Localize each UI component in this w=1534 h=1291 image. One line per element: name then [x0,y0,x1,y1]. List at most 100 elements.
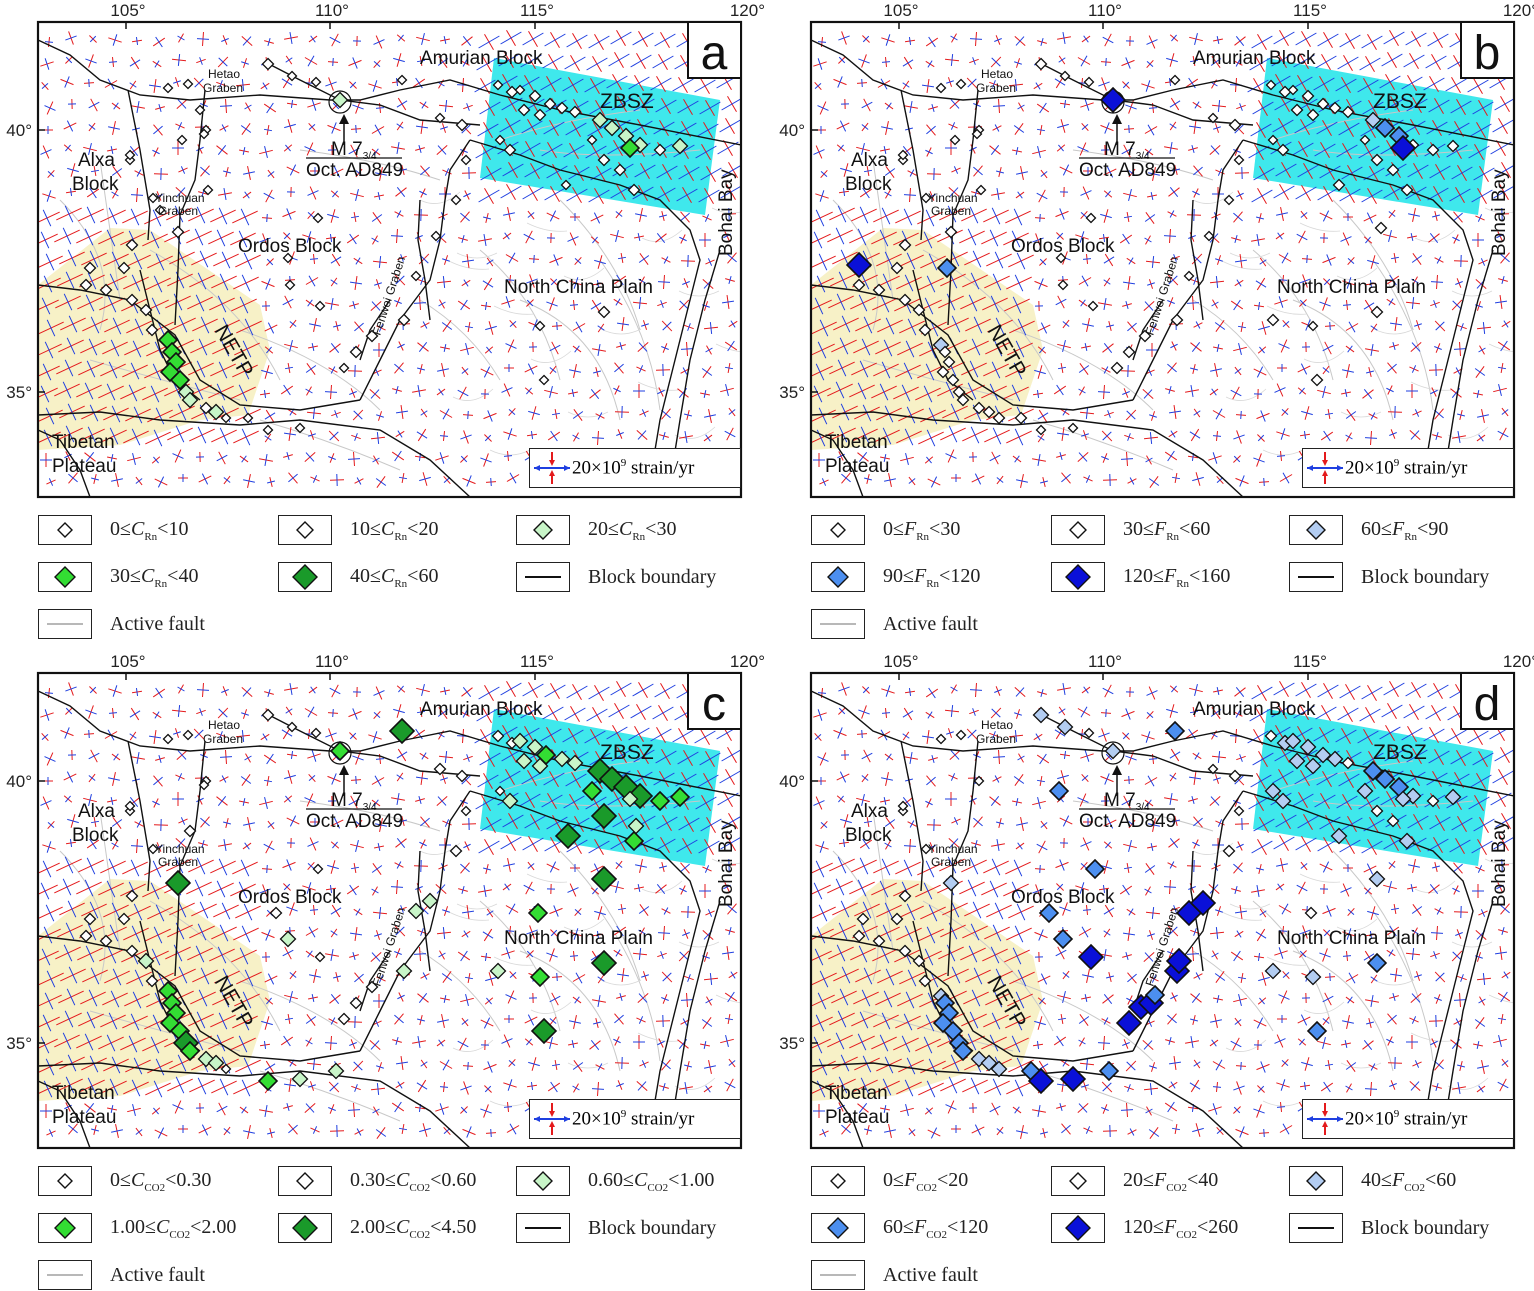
legend-diamond-icon [58,1174,72,1188]
legend-item: 0≤CRn<10 [38,514,188,546]
legend-item: 90≤FRn<120 [811,561,980,593]
label-yinchuan: Yinchuan [155,191,205,205]
label-amurian-block: Amurian Block [420,48,543,69]
label-north-china-plain: North China Plain [1277,277,1426,298]
block-boundary-line-icon [525,1227,561,1229]
lon-tick-label: 120° [730,652,765,671]
label-yinchuan-graben: Graben [931,204,971,218]
strain-extension [491,1129,492,1137]
strain-extension [1106,58,1107,66]
legend-swatch [38,1260,92,1290]
legend-item: 0.30≤CCO2<0.60 [278,1165,476,1197]
legend-swatch [1051,562,1105,592]
label-yinchuan-graben: Graben [158,855,198,869]
lat-tick-label: 35° [779,383,805,402]
strain-extension [862,730,863,738]
legend-block-boundary: Block boundary [1289,561,1489,593]
label-alxa: Alxa [851,150,888,171]
legend-diamond-icon [297,1173,313,1189]
label-bohai-bay: Bohai Bay [716,169,737,256]
label-zbsz: ZBSZ [600,741,654,764]
panel-letter: b [1474,27,1501,80]
strain-extension [1129,125,1130,133]
legend-swatch [516,1213,570,1243]
legend-active-fault: Active fault [38,1259,205,1291]
legend-item: 1.00≤CCO2<2.00 [38,1212,236,1244]
label-tibetan: Tibetan [825,432,888,453]
panel-letter: a [701,27,728,80]
legend-diamond-icon [1066,565,1090,589]
legend-item: 0≤FRn<30 [811,514,960,546]
legend-label: Active fault [110,1264,205,1287]
legend-item: 20≤CRn<30 [516,514,676,546]
strain-extension [468,411,469,419]
lon-tick-label: 110° [1088,1,1122,20]
lat-tick-label: 40° [6,121,32,140]
strain-extension [89,79,90,87]
lon-tick-label: 105° [883,1,918,20]
label-yinchuan: Yinchuan [155,842,205,856]
strain-extension [491,478,492,486]
strain-extension [1241,411,1242,419]
strain-extension [333,709,334,717]
legend-label: 0≤CRn<10 [110,518,188,543]
legend-active-fault: Active fault [811,608,978,640]
label-north-china-plain: North China Plain [504,277,653,298]
strain-extension [1330,322,1331,330]
strain-scale-a: 20×109 strain/yr [529,448,741,488]
lon-tick-label: 105° [110,652,145,671]
lon-tick-label: 120° [1503,1,1534,20]
label-amurian-block: Amurian Block [420,699,543,720]
legend-label: Block boundary [588,566,716,589]
lon-tick-label: 115° [520,1,554,20]
label-bohai-bay: Bohai Bay [716,820,737,907]
lat-tick-label: 40° [6,772,32,791]
legend-swatch [278,562,332,592]
legend-item: 2.00≤CCO2<4.50 [278,1212,476,1244]
lon-tick-label: 110° [315,652,349,671]
legend-swatch [38,515,92,545]
strain-extension [468,1062,469,1070]
label-hetao: Hetao [208,718,240,732]
strain-extension [534,255,535,263]
strain-scale-icon [532,1101,572,1137]
legend-label: 0.30≤CCO2<0.60 [350,1169,476,1194]
legend-label: Block boundary [1361,566,1489,589]
legend-swatch [38,1166,92,1196]
map-c: Amurian BlockZBSZHetaoGrabenAlxaBlockYin… [0,651,767,1161]
strain-extension [333,58,334,66]
label-alxa-block: Block [72,174,119,195]
label-hetao-graben: Graben [203,81,243,95]
label-ordos-block: Ordos Block [238,236,342,257]
legend-label: 0≤FRn<30 [883,518,960,543]
label-yinchuan-graben: Graben [158,204,198,218]
label-ordos-block: Ordos Block [238,887,342,908]
label-hetao-graben: Graben [203,732,243,746]
lat-tick-label: 35° [6,1034,32,1053]
strain-extension [356,776,357,784]
label-hetao-graben: Graben [976,81,1016,95]
legend-item: 40≤CRn<60 [278,561,438,593]
legend-diamond-icon [1307,521,1325,539]
strain-extension [557,973,558,981]
strain-extension [1264,478,1265,486]
label-hetao: Hetao [208,67,240,81]
legend-diamond-icon [293,1216,317,1240]
legend-swatch [38,562,92,592]
legend-diamond-icon [831,523,845,537]
legend-item: 30≤CRn<40 [38,561,198,593]
legend-swatch [811,609,865,639]
legend-diamond-icon [293,565,317,589]
strain-scale-label: 20×109 strain/yr [572,457,694,479]
legend-swatch [516,1166,570,1196]
legend-swatch [38,609,92,639]
lon-tick-label: 115° [1293,1,1327,20]
legend-label: Block boundary [588,1217,716,1240]
legend-swatch [811,562,865,592]
legend-swatch [516,515,570,545]
legend-label: 90≤FRn<120 [883,565,980,590]
